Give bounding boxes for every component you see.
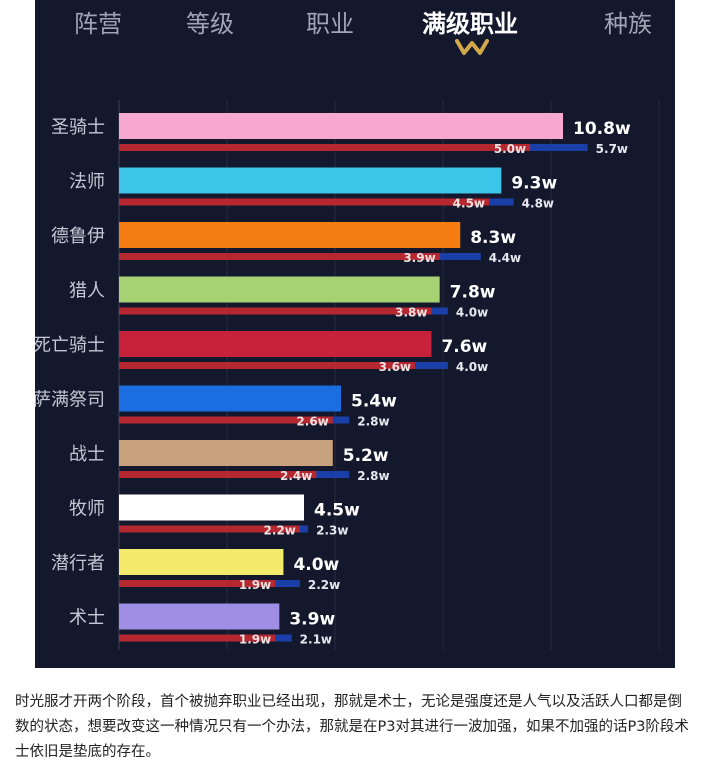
total-value-label: 7.6w <box>441 337 487 357</box>
total-value-label: 10.8w <box>573 119 631 139</box>
article-paragraph: 时光服才开两个阶段，首个被抛弃职业已经出现，那就是术士，无论是强度还是人气以及活… <box>15 694 689 760</box>
chart-panel: 阵营 等级 职业 满级职业 种族 圣骑士 10.8w 5.7w 5.0w 法师 9.3w 4… <box>35 0 675 668</box>
series-2-value-label: 5.0w <box>494 142 526 156</box>
tab-race[interactable]: 种族 <box>604 10 652 38</box>
total-value-label: 4.5w <box>314 501 360 521</box>
series-3-value-label: 4.8w <box>522 197 554 211</box>
series-3-value-label: 4.4w <box>489 251 521 265</box>
series-2-bar <box>119 362 415 369</box>
series-2-value-label: 1.9w <box>239 578 271 592</box>
category-label: 猎人 <box>69 281 105 302</box>
total-value-label: 7.8w <box>450 283 496 303</box>
series-2-bar <box>119 144 531 151</box>
series-2-bar <box>119 416 333 424</box>
category-label: 战士 <box>69 444 105 465</box>
total-bar <box>119 385 341 412</box>
total-value-label: 9.3w <box>511 174 557 194</box>
series-3-value-label: 2.1w <box>300 633 332 647</box>
series-2-bar <box>119 253 440 260</box>
total-bar <box>119 603 280 630</box>
series-2-bar <box>119 198 489 206</box>
series-2-bar <box>119 634 276 642</box>
series-2-bar <box>119 525 300 533</box>
category-label: 圣骑士 <box>51 117 105 138</box>
tab-faction[interactable]: 阵营 <box>74 10 122 38</box>
tab-max-level-class[interactable]: 满级职业 <box>422 10 518 38</box>
total-bar <box>119 276 440 303</box>
tab-level[interactable]: 等级 <box>186 10 234 38</box>
series-2-value-label: 3.9w <box>403 251 435 265</box>
total-value-label: 8.3w <box>470 228 516 248</box>
series-2-value-label: 1.9w <box>239 633 271 647</box>
series-3-value-label: 4.0w <box>456 360 488 374</box>
series-2-bar <box>119 580 276 587</box>
total-bar <box>119 494 304 521</box>
category-label: 萨满祭司 <box>35 390 105 411</box>
tab-class[interactable]: 职业 <box>306 10 354 38</box>
total-value-label: 4.0w <box>293 555 339 575</box>
category-label: 死亡骑士 <box>35 335 105 356</box>
series-3-value-label: 2.8w <box>357 469 389 483</box>
total-bar <box>119 222 461 248</box>
category-label: 牧师 <box>69 499 105 520</box>
total-value-label: 5.4w <box>351 392 397 412</box>
total-bar <box>119 167 502 194</box>
bar-chart: 圣骑士 10.8w 5.7w 5.0w 法师 9.3w 4.8w 4.5w 德鲁伊 8.3w 4.4… <box>35 100 660 650</box>
category-label: 潜行者 <box>51 553 105 574</box>
series-2-bar <box>119 471 317 478</box>
series-3-value-label: 4.0w <box>456 306 488 320</box>
total-bar <box>119 331 432 357</box>
series-3-value-label: 2.2w <box>308 578 340 592</box>
series-2-value-label: 2.6w <box>296 415 328 429</box>
series-3-value-label: 5.7w <box>596 142 628 156</box>
series-2-value-label: 3.6w <box>379 360 411 374</box>
series-3-value-label: 2.3w <box>316 524 348 538</box>
category-label: 德鲁伊 <box>51 226 105 247</box>
total-bar <box>119 113 563 139</box>
series-2-value-label: 3.8w <box>395 306 427 320</box>
category-label: 法师 <box>69 172 105 193</box>
active-tab-marker-icon <box>455 39 489 55</box>
series-2-value-label: 2.2w <box>264 524 296 538</box>
total-value-label: 3.9w <box>289 610 335 630</box>
category-label: 术士 <box>69 608 105 629</box>
total-bar <box>119 440 333 466</box>
series-3-value-label: 2.8w <box>357 415 389 429</box>
series-2-value-label: 2.4w <box>280 469 312 483</box>
total-value-label: 5.2w <box>343 446 389 466</box>
series-2-bar <box>119 307 432 315</box>
series-2-value-label: 4.5w <box>453 197 485 211</box>
total-bar <box>119 549 284 575</box>
